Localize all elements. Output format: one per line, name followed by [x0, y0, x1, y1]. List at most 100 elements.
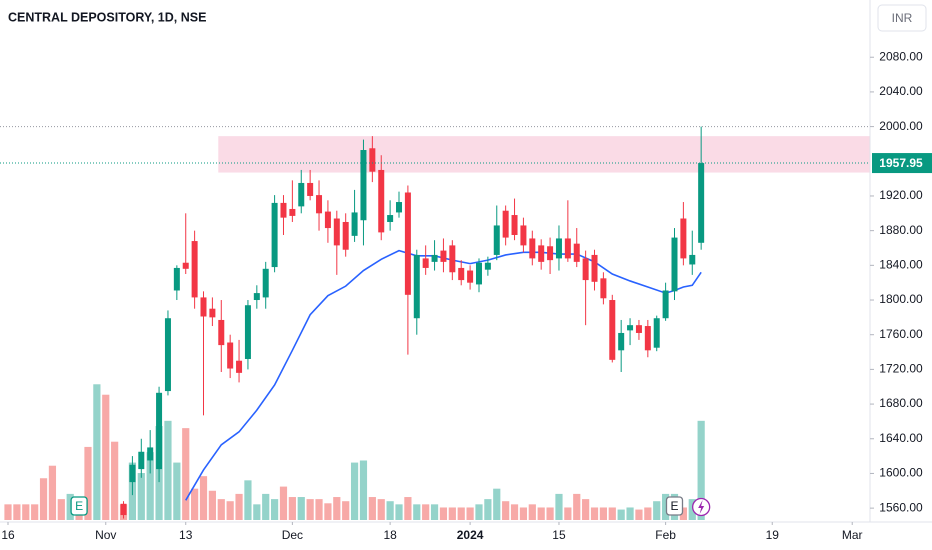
volume-bar: [582, 499, 590, 520]
currency-label[interactable]: INR: [892, 11, 913, 25]
candle-body: [627, 325, 634, 331]
volume-bar: [191, 488, 199, 520]
candle-body: [458, 267, 465, 281]
y-tick-label: 1560.00: [879, 500, 923, 514]
volume-bar: [528, 504, 536, 520]
y-tick-label: 1680.00: [879, 396, 923, 410]
candle-body: [573, 243, 580, 262]
volume-bar: [342, 501, 350, 520]
event-label: E: [75, 499, 83, 513]
candle-body: [227, 342, 234, 369]
candle-body: [653, 318, 660, 348]
volume-bar: [448, 507, 456, 520]
x-tick-label: 13: [179, 528, 193, 542]
candle-body: [200, 297, 207, 317]
candle-body: [164, 318, 171, 392]
volume-bar: [502, 501, 510, 520]
candle-body: [600, 278, 607, 299]
volume-bar: [608, 507, 616, 520]
volume-bar: [573, 493, 581, 520]
volume-bar: [146, 452, 154, 520]
y-tick-label: 1640.00: [879, 431, 923, 445]
volume-bar: [22, 504, 30, 520]
volume-bar: [93, 384, 101, 520]
candle-body: [262, 268, 269, 298]
y-tick-label: 2040.00: [879, 84, 923, 98]
volume-bar: [644, 507, 652, 520]
volume-bar: [31, 504, 39, 520]
volume-bar: [422, 504, 430, 520]
candle-body: [555, 238, 562, 259]
candle-body: [191, 241, 198, 298]
volume-bar: [537, 507, 545, 520]
event-marker: [665, 496, 684, 516]
candle-body: [449, 245, 456, 273]
candle-body: [493, 225, 500, 255]
volume-bar: [697, 420, 705, 520]
last-price-box: [872, 153, 932, 174]
x-tick-label: 18: [383, 528, 397, 542]
volume-bar: [662, 493, 670, 520]
candle-body: [538, 245, 545, 262]
y-tick-label: 1840.00: [879, 258, 923, 272]
volume-bar: [253, 504, 261, 520]
candle-body: [635, 325, 642, 333]
candle-body: [520, 225, 527, 246]
volume-bar: [297, 497, 305, 520]
y-tick-label: 1760.00: [879, 327, 923, 341]
candle-body: [511, 215, 518, 235]
volume-bar: [208, 490, 216, 520]
candle-body: [529, 238, 536, 259]
y-tick-label: 1800.00: [879, 292, 923, 306]
candle-body: [333, 218, 340, 246]
lightning-icon: [698, 500, 705, 514]
candle-body: [698, 163, 705, 243]
y-tick-label: 1600.00: [879, 466, 923, 480]
currency-button[interactable]: [877, 4, 927, 32]
x-tick-label: 15: [552, 528, 566, 542]
volume-bar: [368, 497, 376, 520]
candle-body: [307, 182, 314, 196]
last-price-label: 1957.95: [879, 156, 923, 170]
candle-body: [324, 211, 331, 229]
volume-bar: [430, 504, 439, 520]
candle-body: [431, 254, 438, 262]
y-tick-label: 1920.00: [879, 188, 923, 202]
event-marker: [70, 496, 88, 516]
volume-bar: [395, 504, 403, 520]
volume-bar: [235, 493, 243, 520]
volume-bar: [288, 497, 296, 520]
candle-body: [351, 212, 358, 236]
volume-bar: [439, 507, 448, 520]
volume-bar: [324, 503, 332, 520]
volume-bar: [102, 394, 110, 520]
volume-bar: [57, 499, 65, 520]
y-tick-label: 2080.00: [879, 49, 923, 63]
candle-body: [609, 300, 616, 360]
volume-bar: [226, 501, 234, 520]
candle-body: [138, 451, 145, 470]
volume-bar: [333, 497, 341, 520]
candle-body: [120, 503, 127, 516]
chart-title: CENTRAL DEPOSITORY, 1D, NSE: [8, 10, 206, 24]
plot-area: [0, 126, 870, 520]
volume-bar: [564, 507, 572, 520]
volume-bar: [679, 507, 687, 520]
candle-body: [689, 254, 696, 265]
volume-bar: [199, 476, 208, 520]
candle-body: [671, 237, 678, 292]
volume-bar: [590, 507, 599, 520]
volume-bar: [350, 462, 359, 520]
volume-bar: [137, 473, 145, 520]
x-tick-label: Nov: [95, 528, 116, 542]
volume-bar: [466, 507, 474, 520]
candle-body: [582, 258, 589, 281]
volume-bar: [519, 507, 528, 520]
candle-body: [547, 246, 554, 261]
candle-body: [253, 293, 260, 301]
candle-body: [591, 254, 598, 282]
volume-bar: [617, 509, 625, 520]
volume-bar: [688, 499, 696, 520]
volume-bar: [244, 480, 252, 520]
